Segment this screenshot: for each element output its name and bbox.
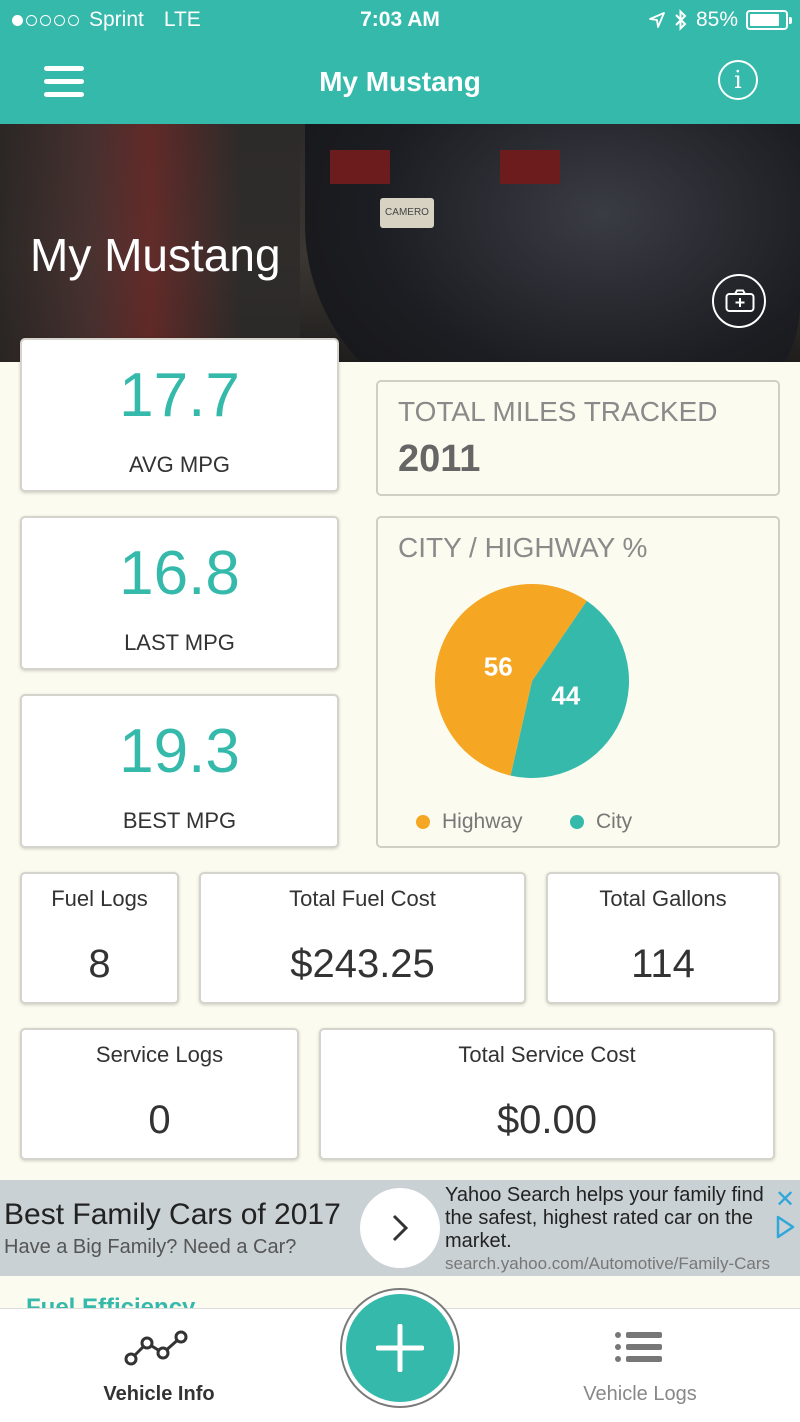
tab-vehicle-info[interactable]: Vehicle Info [29,1309,289,1422]
ad-url[interactable]: search.yahoo.com/Automotive/Family-Cars [445,1254,771,1273]
vehicle-hero-image: CAMERO My Mustang [0,124,800,362]
city-highway-card: CITY / HIGHWAY % 44 56 Highway City [376,516,780,848]
nav-bar: My Mustang i [0,40,800,124]
vehicle-name: My Mustang [30,229,281,281]
list-icon [615,1332,662,1362]
bluetooth-icon [675,9,687,31]
best-mpg-label: BEST MPG [122,808,237,833]
total-service-cost-label: Total Service Cost [458,1042,636,1067]
line-chart-icon [124,1330,188,1366]
service-logs-card[interactable]: Service Logs 0 [20,1028,299,1160]
ad-subtitle: Have a Big Family? Need a Car? [4,1236,297,1258]
ad-banner[interactable]: Best Family Cars of 2017 Have a Big Fami… [0,1180,800,1276]
location-arrow-icon [649,12,665,28]
plus-icon [376,1324,424,1372]
status-time: 7:03 AM [360,8,440,31]
status-bar: Sprint LTE 7:03 AM 85% [0,0,800,40]
fuel-logs-card[interactable]: Fuel Logs 8 [20,872,179,1004]
info-icon[interactable]: i [718,60,758,100]
tab-vehicle-info-label: Vehicle Info [103,1383,215,1405]
tab-vehicle-logs[interactable]: Vehicle Logs [510,1309,770,1422]
ad-close-icon[interactable]: ✕ [775,1186,796,1213]
best-mpg-card: 19.3 BEST MPG [20,694,339,848]
ad-headline[interactable]: Best Family Cars of 2017 [4,1198,341,1231]
legend-highway: Highway [416,810,523,834]
best-mpg-value: 19.3 [119,717,240,786]
legend-dot [570,815,584,829]
adchoices-icon[interactable] [774,1214,796,1240]
pie-label-city: 44 [551,681,580,711]
camera-plus-icon[interactable] [712,274,766,328]
last-mpg-card: 16.8 LAST MPG [20,516,339,670]
battery-icon [746,10,792,30]
tail-light [500,150,560,184]
signal-strength-icon [12,14,79,26]
pie-label-highway: 56 [484,651,513,681]
total-gallons-label: Total Gallons [599,886,727,911]
carrier-label: Sprint [89,8,144,31]
last-mpg-value: 16.8 [119,539,240,608]
ad-description-line: the safest, highest rated car on the [445,1207,753,1229]
tail-light [330,150,390,184]
fuel-logs-label: Fuel Logs [51,886,148,911]
service-logs-label: Service Logs [95,1042,224,1067]
last-mpg-label: LAST MPG [124,630,235,655]
avg-mpg-value: 17.7 [119,361,240,430]
avg-mpg-label: AVG MPG [128,452,231,477]
ad-description-line: Yahoo Search helps your family find [445,1184,764,1206]
pie-slice-city [510,600,629,778]
total-gallons-value: 114 [631,942,695,986]
legend-highway-label: Highway [442,810,523,833]
city-highway-pie-chart: 44 56 [434,583,629,778]
total-fuel-cost-value: $243.25 [290,942,435,986]
total-miles-value: 2011 [398,438,481,480]
pie-slice-highway [434,583,587,776]
hamburger-icon[interactable] [44,66,84,98]
nav-title: My Mustang [319,66,481,97]
total-miles-card: TOTAL MILES TRACKED 2011 [376,380,780,496]
total-service-cost-value: $0.00 [496,1098,598,1142]
gas-pump-image [0,124,300,362]
chevron-right-icon [392,1214,409,1242]
total-fuel-cost-card[interactable]: Total Fuel Cost $243.25 [199,872,526,1004]
legend-dot [416,815,430,829]
legend-city: City [570,810,632,834]
ad-description-line: market. [445,1230,512,1252]
battery-percent: 85% [695,8,738,31]
add-log-button[interactable] [346,1294,454,1402]
service-logs-value: 0 [148,1098,171,1142]
avg-mpg-card: 17.7 AVG MPG [20,338,339,492]
license-plate-text: CAMERO [385,207,429,218]
total-miles-label: TOTAL MILES TRACKED [398,396,718,427]
ad-open-button[interactable] [360,1188,440,1268]
ad-description: Yahoo Search helps your family find the … [445,1184,770,1253]
fuel-efficiency-heading: Fuel Efficiency [26,1294,196,1308]
tab-vehicle-logs-label: Vehicle Logs [583,1383,697,1405]
network-label: LTE [163,8,201,31]
total-gallons-card[interactable]: Total Gallons 114 [546,872,780,1004]
total-fuel-cost-label: Total Fuel Cost [289,886,436,911]
legend-city-label: City [596,810,633,833]
license-plate: CAMERO [380,198,434,228]
total-service-cost-card[interactable]: Total Service Cost $0.00 [319,1028,775,1160]
city-highway-label: CITY / HIGHWAY % [398,532,648,563]
fuel-logs-value: 8 [88,942,111,986]
